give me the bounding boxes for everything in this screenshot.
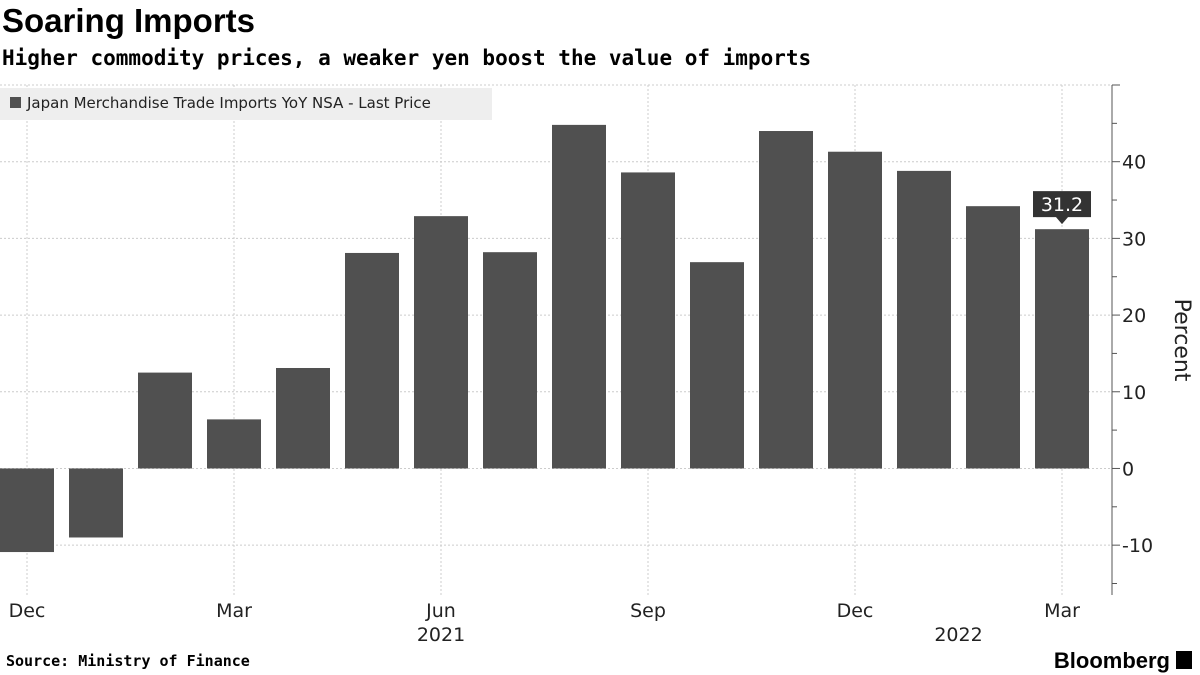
y-tick-label: 0 (1122, 458, 1134, 480)
x-year-label: 2022 (934, 624, 982, 646)
x-tick-label: Mar (216, 600, 252, 622)
bar-nov-2021 (759, 131, 813, 469)
chart-title: Soaring Imports (2, 2, 256, 39)
last-value-label: 31.2 (1041, 194, 1083, 216)
x-tick-label: Dec (837, 600, 874, 622)
x-tick-label: Sep (630, 600, 666, 622)
bar-mar-2021 (207, 419, 261, 469)
source-note: Source: Ministry of Finance (6, 652, 250, 670)
legend-box (0, 88, 492, 120)
bar-jan-2022 (897, 170, 951, 469)
x-year-label: 2021 (417, 624, 465, 646)
bar-feb-2021 (138, 372, 192, 469)
bar-feb-2022 (966, 206, 1020, 469)
bar-jun-2021 (414, 216, 468, 469)
last-value-marker (1033, 191, 1091, 225)
x-tick-label: Dec (9, 600, 46, 622)
bar-apr-2021 (276, 367, 330, 469)
y-tick-label: -10 (1122, 535, 1153, 557)
chart-subtitle: Higher commodity prices, a weaker yen bo… (2, 46, 812, 70)
bar-aug-2021 (552, 124, 606, 469)
bar-may-2021 (345, 252, 399, 469)
y-axis-title: Percent (1169, 299, 1194, 382)
y-tick-label: 30 (1122, 228, 1146, 250)
legend-swatch (10, 97, 21, 108)
y-tick-label: 10 (1122, 382, 1146, 404)
bar-dec-2021 (828, 151, 882, 469)
y-tick-label: 40 (1122, 152, 1146, 174)
bar-jan-2021 (69, 468, 123, 538)
bar-mar-2022 (1035, 229, 1089, 469)
x-tick-label: Jun (425, 600, 456, 622)
legend-label: Japan Merchandise Trade Imports YoY NSA … (26, 94, 431, 112)
bar-dec-2020 (0, 468, 54, 553)
bar-sep-2021 (621, 172, 675, 469)
bloomberg-terminal-icon (1176, 651, 1192, 669)
bloomberg-logo: Bloomberg (1053, 648, 1170, 673)
bar-jul-2021 (483, 252, 537, 469)
bar-oct-2021 (690, 262, 744, 469)
x-tick-label: Mar (1044, 600, 1080, 622)
y-tick-label: 20 (1122, 305, 1146, 327)
